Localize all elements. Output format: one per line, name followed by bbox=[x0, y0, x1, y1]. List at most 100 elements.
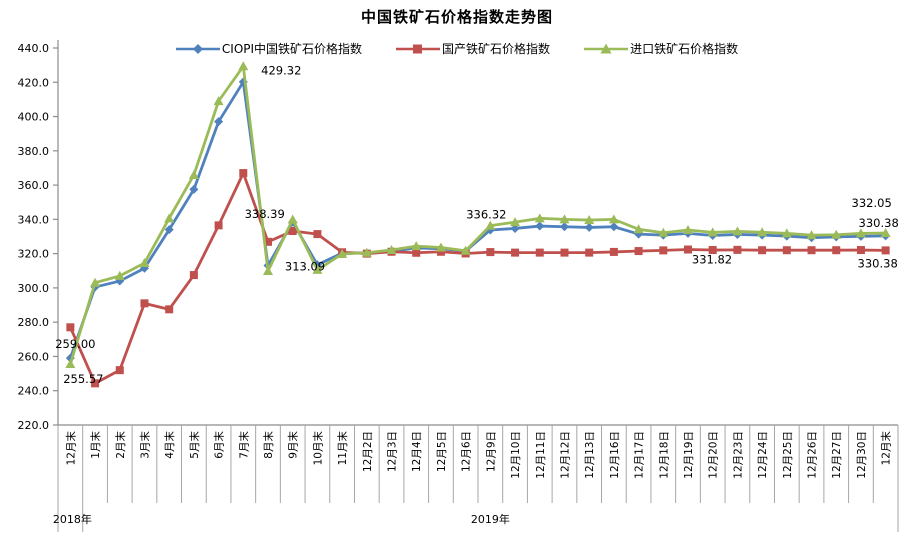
marker-triangle bbox=[337, 248, 348, 258]
marker-triangle bbox=[287, 214, 298, 224]
x-axis-label: 12月24日 bbox=[757, 431, 769, 479]
marker-triangle bbox=[880, 227, 891, 237]
marker-square bbox=[585, 248, 594, 257]
x-axis-label: 12月4日 bbox=[411, 431, 423, 472]
marker-triangle bbox=[386, 245, 397, 255]
marker-triangle bbox=[139, 258, 150, 268]
marker-triangle bbox=[164, 213, 175, 223]
marker-square bbox=[609, 247, 618, 256]
x-axis-label: 12月2日 bbox=[362, 431, 374, 472]
x-axis-label: 12月23日 bbox=[732, 431, 744, 479]
y-axis-label: 300.0 bbox=[18, 282, 50, 295]
marker-triangle bbox=[732, 226, 743, 236]
x-axis-label: 12月10日 bbox=[510, 431, 522, 479]
x-axis-label: 12月19日 bbox=[683, 431, 695, 479]
y-axis-label: 400.0 bbox=[18, 111, 50, 124]
marker-square bbox=[412, 248, 421, 257]
marker-triangle bbox=[65, 359, 76, 369]
marker-square bbox=[214, 221, 223, 230]
marker-triangle bbox=[114, 270, 125, 280]
y-axis-label: 240.0 bbox=[18, 385, 50, 398]
y-axis-label: 260.0 bbox=[18, 350, 50, 363]
legend-label: 国产铁矿石价格指数 bbox=[442, 42, 551, 56]
data-label: 330.38 bbox=[859, 216, 899, 230]
line-square-marker-icon bbox=[396, 44, 441, 53]
marker-square bbox=[264, 237, 272, 246]
x-axis-group-label-2019: 2019年 bbox=[471, 512, 510, 526]
data-label: 338.39 bbox=[245, 207, 285, 221]
x-axis-label: 12月6日 bbox=[461, 431, 473, 472]
marker-diamond bbox=[535, 221, 545, 231]
x-axis-label: 5月末 bbox=[188, 431, 201, 459]
x-axis-label: 12月13日 bbox=[584, 431, 596, 479]
marker-triangle bbox=[806, 230, 817, 240]
x-axis-label: 11月末 bbox=[336, 431, 349, 466]
marker-square bbox=[832, 246, 841, 255]
marker-square bbox=[684, 245, 692, 254]
marker-square bbox=[659, 246, 668, 255]
marker-triangle bbox=[510, 217, 521, 227]
marker-triangle bbox=[559, 214, 570, 224]
marker-square bbox=[115, 366, 124, 375]
data-label: 429.32 bbox=[261, 63, 301, 77]
marker-triangle bbox=[411, 241, 422, 251]
marker-triangle bbox=[361, 247, 372, 257]
data-label: 330.38 bbox=[858, 256, 898, 270]
marker-triangle bbox=[584, 215, 595, 225]
legend-label: CIOPI中国铁矿石价格指数 bbox=[221, 42, 363, 56]
marker-triangle bbox=[757, 227, 768, 237]
marker-square bbox=[239, 169, 248, 178]
marker-triangle bbox=[633, 224, 644, 234]
marker-triangle bbox=[435, 242, 446, 252]
x-axis-label: 1月末 bbox=[89, 431, 102, 459]
marker-triangle bbox=[238, 61, 249, 71]
y-axis-label: 320.0 bbox=[18, 248, 50, 261]
y-axis-label: 340.0 bbox=[18, 213, 50, 226]
marker-triangle bbox=[855, 228, 866, 238]
marker-triangle bbox=[312, 264, 323, 274]
marker-triangle bbox=[188, 169, 199, 179]
legend-item-domestic[interactable]: 国产铁矿石价格指数 bbox=[396, 40, 550, 57]
x-axis-label: 6月末 bbox=[213, 431, 226, 459]
data-label: 331.82 bbox=[692, 253, 732, 267]
x-axis-label: 2月末 bbox=[114, 431, 127, 459]
marker-square bbox=[535, 248, 544, 257]
y-axis-label: 360.0 bbox=[18, 179, 50, 192]
marker-diamond bbox=[164, 225, 174, 235]
marker-diamond bbox=[510, 223, 520, 233]
series-line-1 bbox=[68, 171, 888, 385]
marker-triangle bbox=[460, 245, 471, 255]
marker-triangle bbox=[683, 224, 693, 234]
marker-square bbox=[189, 271, 198, 280]
marker-square bbox=[66, 323, 75, 332]
marker-square bbox=[91, 379, 100, 388]
x-axis-label: 12月末 bbox=[880, 431, 893, 466]
marker-square bbox=[782, 246, 791, 255]
marker-triangle bbox=[707, 227, 718, 237]
legend: CIOPI中国铁矿石价格指数 国产铁矿石价格指数 进口铁矿石价格指数 bbox=[0, 40, 914, 57]
marker-triangle bbox=[90, 277, 101, 287]
y-axis-label: 420.0 bbox=[18, 76, 50, 89]
x-axis-label: 12月12日 bbox=[559, 431, 571, 479]
marker-diamond bbox=[609, 222, 619, 232]
marker-diamond bbox=[584, 222, 594, 232]
x-axis-label: 12月18日 bbox=[658, 431, 670, 479]
x-axis-label: 12月26日 bbox=[807, 431, 819, 479]
x-axis-label: 9月末 bbox=[287, 431, 300, 459]
marker-square bbox=[560, 248, 569, 257]
legend-item-ciopi[interactable]: CIOPI中国铁矿石价格指数 bbox=[175, 40, 363, 57]
x-axis-label: 12月30日 bbox=[856, 431, 868, 479]
marker-square bbox=[140, 299, 149, 308]
marker-square bbox=[313, 230, 322, 239]
legend-item-import[interactable]: 进口铁矿石价格指数 bbox=[584, 40, 738, 57]
marker-square bbox=[511, 248, 520, 257]
x-axis-label: 12月11日 bbox=[535, 431, 547, 479]
marker-triangle bbox=[534, 213, 545, 223]
data-label: 336.32 bbox=[466, 208, 506, 222]
marker-triangle bbox=[608, 214, 619, 224]
x-axis-group-label-2018: 2018年 bbox=[53, 512, 92, 526]
y-axis-label: 280.0 bbox=[18, 316, 50, 329]
marker-square bbox=[634, 247, 643, 256]
x-axis-label: 12月9日 bbox=[485, 431, 497, 472]
data-label: 255.57 bbox=[63, 372, 103, 386]
